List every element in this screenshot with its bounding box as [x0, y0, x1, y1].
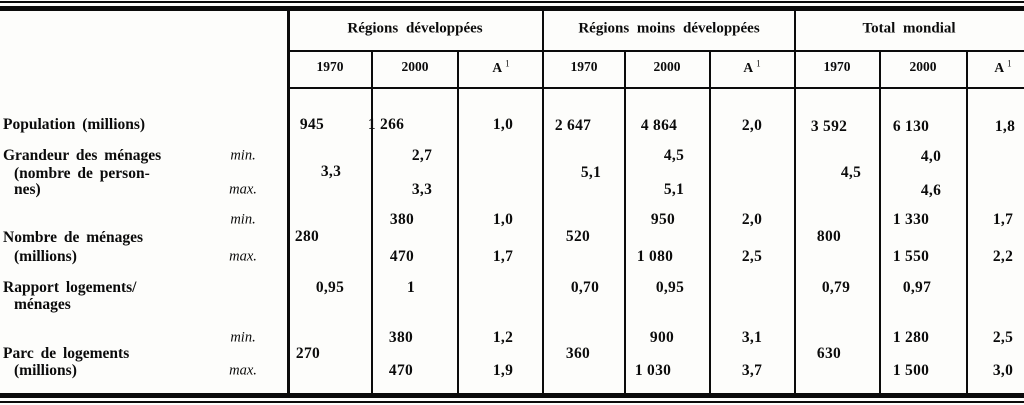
stub-divider — [287, 6, 290, 393]
cell-population-world-2000: 6 130 — [892, 118, 930, 135]
row-label-num-households-1: Nombre de ménages — [3, 229, 144, 246]
cell-household-size-less-1970: 5,1 — [580, 164, 602, 181]
col-group-world-total: Total mondial — [862, 20, 956, 37]
cell-housing-stock-world-a-max: 3,0 — [992, 362, 1014, 379]
cell-num-households-dev-2000-max: 470 — [389, 248, 415, 265]
col-divider-dev-1 — [371, 50, 373, 393]
cell-ratio-less-1970: 0,70 — [570, 279, 600, 296]
cell-housing-stock-world-2000-min: 1 280 — [892, 329, 930, 346]
cell-household-size-dev-1970: 3,3 — [320, 163, 342, 180]
cell-household-size-less-2000-max: 5,1 — [663, 181, 685, 198]
cell-household-size-dev-2000-min: 2,7 — [411, 147, 433, 164]
cell-housing-stock-less-2000-min: 900 — [649, 329, 675, 346]
col-divider-less-2 — [709, 50, 711, 393]
row-label-household-size-2: (nombre de person- — [14, 165, 150, 182]
row-label-household-size-1: Grandeur des ménages — [3, 147, 162, 164]
cell-housing-stock-world-1970: 630 — [816, 345, 842, 362]
col-divider-world-2 — [966, 50, 968, 393]
cell-num-households-dev-1970: 280 — [294, 228, 320, 245]
cell-housing-stock-dev-a-max: 1,9 — [492, 362, 514, 379]
cell-population-world-1970: 3 592 — [810, 118, 848, 135]
cell-ratio-less-2000: 0,95 — [655, 279, 685, 296]
top-thick-rule — [0, 6, 1024, 11]
num-households-max-label: max. — [229, 248, 257, 265]
cell-num-households-less-2000-min: 950 — [650, 211, 676, 228]
cell-household-size-world-2000-max: 4,6 — [920, 182, 942, 199]
cell-num-households-world-2000-max: 1 550 — [892, 248, 930, 265]
subheader-less-2000: 2000 — [653, 59, 681, 74]
cell-housing-stock-less-2000-max: 1 030 — [634, 362, 672, 379]
cell-housing-stock-world-a-min: 2,5 — [992, 329, 1014, 346]
cell-housing-stock-less-a-min: 3,1 — [741, 329, 763, 346]
row-label-housing-stock-2: (millions) — [14, 362, 77, 379]
cell-housing-stock-world-2000-max: 1 500 — [892, 362, 930, 379]
household-size-max-label: max. — [229, 181, 257, 198]
cell-population-less-2000: 4 864 — [640, 117, 678, 134]
col-divider-less-1 — [624, 50, 626, 393]
cell-ratio-dev-2000: 1 — [406, 279, 416, 296]
subheader-less-1970: 1970 — [570, 59, 598, 74]
cell-num-households-dev-a-min: 1,0 — [492, 211, 514, 228]
row-label-num-households-2: (millions) — [14, 248, 77, 265]
housing-stock-min-label: min. — [230, 329, 256, 346]
cell-population-dev-2000: 1 266 — [367, 116, 405, 133]
household-size-min-label: min. — [230, 147, 256, 164]
group-divider-2 — [794, 11, 796, 393]
row-label-household-size-3: nes) — [14, 181, 41, 198]
bottom-thin-rule — [0, 401, 1024, 403]
cell-household-size-less-2000-min: 4,5 — [663, 147, 685, 164]
cell-population-dev-a: 1,0 — [492, 116, 514, 133]
cell-num-households-less-a-min: 2,0 — [741, 211, 763, 228]
cell-ratio-dev-1970: 0,95 — [315, 279, 345, 296]
row-label-housing-stock-1: Parc de logements — [3, 345, 130, 362]
row-label-population: Population (millions) — [3, 116, 146, 133]
cell-num-households-less-a-max: 2,5 — [741, 248, 763, 265]
cell-num-households-world-2000-min: 1 330 — [892, 211, 930, 228]
subheader-world-2000: 2000 — [909, 59, 937, 74]
cell-housing-stock-dev-a-min: 1,2 — [492, 329, 514, 346]
cell-household-size-dev-2000-max: 3,3 — [411, 181, 433, 198]
cell-housing-stock-less-a-max: 3,7 — [741, 362, 763, 379]
cell-num-households-less-1970: 520 — [565, 228, 591, 245]
cell-num-households-world-a-min: 1,7 — [992, 211, 1014, 228]
row-label-ratio-2: ménages — [14, 296, 71, 313]
group-header-underline — [288, 50, 1024, 52]
col-group-less-developed: Régions moins développées — [578, 20, 760, 37]
cell-housing-stock-dev-2000-max: 470 — [388, 362, 414, 379]
cell-num-households-dev-2000-min: 380 — [389, 211, 415, 228]
cell-num-households-less-2000-max: 1 080 — [636, 248, 674, 265]
top-thin-rule — [0, 1, 1024, 3]
col-divider-world-1 — [879, 50, 881, 393]
cell-housing-stock-dev-1970: 270 — [295, 345, 321, 362]
subheader-dev-1970: 1970 — [316, 59, 344, 74]
cell-population-less-a: 2,0 — [741, 117, 763, 134]
cell-population-world-a: 1,8 — [994, 118, 1016, 135]
subheader-underline — [288, 87, 1024, 89]
num-households-min-label: min. — [230, 211, 256, 228]
cell-household-size-world-1970: 4,5 — [840, 164, 862, 181]
cell-population-less-1970: 2 647 — [554, 117, 592, 134]
cell-household-size-world-2000-min: 4,0 — [920, 148, 942, 165]
cell-population-dev-1970: 945 — [299, 116, 325, 133]
group-divider-1 — [542, 11, 544, 393]
cell-num-households-world-1970: 800 — [816, 228, 842, 245]
row-label-ratio-1: Rapport logements/ — [3, 279, 137, 296]
cell-ratio-world-1970: 0,79 — [821, 279, 851, 296]
bottom-thick-rule — [0, 393, 1024, 398]
subheader-world-1970: 1970 — [823, 59, 851, 74]
cell-num-households-dev-a-max: 1,7 — [492, 248, 514, 265]
subheader-dev-2000: 2000 — [401, 59, 429, 74]
col-divider-dev-2 — [457, 50, 459, 393]
cell-housing-stock-less-1970: 360 — [565, 345, 591, 362]
housing-stock-max-label: max. — [229, 362, 257, 379]
cell-ratio-world-2000: 0,97 — [902, 279, 932, 296]
col-group-developed: Régions développées — [347, 20, 483, 37]
cell-housing-stock-dev-2000-min: 380 — [388, 329, 414, 346]
cell-num-households-world-a-max: 2,2 — [992, 248, 1014, 265]
